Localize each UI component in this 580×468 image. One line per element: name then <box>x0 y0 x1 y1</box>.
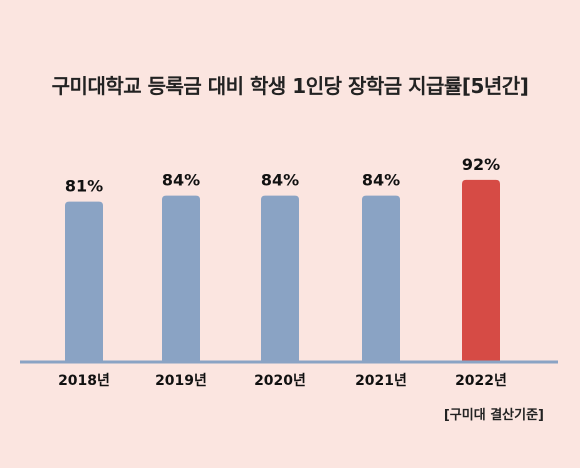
value-label-2020년: 84% <box>261 171 299 190</box>
tick-label-2021년: 2021년 <box>355 373 407 389</box>
value-label-2021년: 84% <box>362 171 400 190</box>
bar-2022년 <box>462 179 500 362</box>
source-note: [구미대 결산기준] <box>443 408 544 423</box>
tick-label-2022년: 2022년 <box>455 373 507 389</box>
tick-label-2018년: 2018년 <box>58 373 110 389</box>
bar-2020년 <box>261 195 299 362</box>
bar-2019년 <box>162 195 200 362</box>
tick-label-2019년: 2019년 <box>155 373 207 389</box>
bar-2018년 <box>65 201 103 362</box>
chart-title: 구미대학교 등록금 대비 학생 1인당 장학금 지급률[5년간] <box>51 74 529 98</box>
value-label-2018년: 81% <box>65 177 103 196</box>
value-label-2019년: 84% <box>162 171 200 190</box>
tick-label-2020년: 2020년 <box>254 373 306 389</box>
bar-2021년 <box>362 195 400 362</box>
value-label-2022년: 92% <box>462 155 500 174</box>
